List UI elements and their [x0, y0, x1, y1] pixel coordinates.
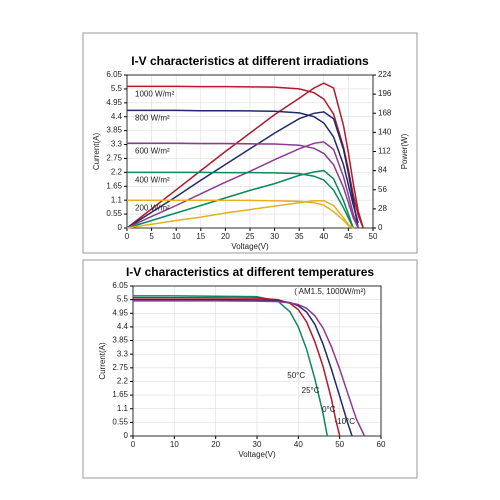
y-tick-label: 2.75 [112, 363, 128, 372]
y-tick-label: 3.3 [117, 349, 129, 358]
series-label: 25°C [302, 386, 320, 395]
x-tick-label: 30 [270, 232, 279, 241]
y2-tick-label: 168 [378, 108, 392, 117]
x-tick-label: 0 [125, 232, 130, 241]
y2-tick-label: 56 [378, 185, 387, 194]
x-axis-label: Voltage(V) [231, 242, 269, 251]
series-line [126, 82, 364, 229]
y2-axis-label: Power(W) [400, 133, 409, 169]
x-tick-label: 50 [335, 440, 344, 449]
series-line [127, 85, 364, 229]
x-tick-label: 40 [294, 440, 303, 449]
x-tick-label: 5 [149, 232, 154, 241]
y-tick-label: 3.3 [111, 140, 123, 149]
x-tick-label: 45 [344, 232, 353, 241]
series-line [127, 109, 359, 224]
y2-tick-label: 112 [378, 147, 391, 156]
y-tick-label: 3.85 [112, 336, 128, 345]
y2-tick-label: 28 [378, 204, 387, 213]
series-label: 800 W/m² [135, 114, 170, 123]
y-tick-label: 1.65 [112, 390, 128, 399]
x-tick-label: 35 [295, 232, 304, 241]
series-line [133, 296, 341, 437]
x-tick-label: 15 [196, 232, 205, 241]
x-axis-label: Voltage(V) [238, 450, 276, 459]
series-line [127, 171, 354, 229]
y2-tick-label: 84 [378, 166, 387, 175]
series-line [133, 295, 329, 437]
x-tick-label: 50 [369, 232, 378, 241]
y2-tick-label: 140 [378, 127, 392, 136]
y-tick-label: 4.95 [112, 308, 128, 317]
x-tick-label: 10 [170, 440, 179, 449]
y-tick-label: 4.4 [117, 322, 129, 331]
chart-subtitle: ( AM1.5, 1000W/m²) [294, 287, 366, 296]
series-label: 0°C [322, 405, 336, 414]
series-label: 200 W/m² [135, 203, 170, 212]
y-tick-label: 0 [124, 431, 129, 440]
y-tick-label: 4.95 [106, 98, 122, 107]
y-tick-label: 2.75 [106, 154, 122, 163]
y-tick-label: 4.4 [111, 112, 123, 121]
chart-title: I-V characteristics at different tempera… [126, 265, 374, 279]
plot-frame [132, 285, 382, 437]
x-tick-label: 40 [319, 232, 328, 241]
y2-tick-label: 196 [378, 89, 392, 98]
chart-title: I-V characteristics at different irradia… [131, 54, 369, 68]
series-line [127, 142, 359, 229]
y-tick-label: 6.05 [106, 70, 122, 79]
y-tick-label: 1.65 [106, 181, 122, 190]
y-tick-label: 0 [118, 223, 123, 232]
y-axis-label: Current(A) [98, 342, 107, 380]
series-label: 1000 W/m² [135, 89, 174, 98]
series-line [127, 199, 354, 229]
series-line [126, 111, 359, 229]
y-axis-label: Current(A) [92, 132, 101, 170]
plot-frame [126, 74, 374, 229]
x-tick-label: 0 [131, 440, 136, 449]
x-tick-label: 30 [253, 440, 262, 449]
series-line [126, 199, 354, 229]
y-tick-label: 1.1 [111, 195, 123, 204]
series-label: 50°C [287, 371, 305, 380]
y-tick-label: 0.55 [112, 417, 128, 426]
series-line [126, 141, 359, 229]
y-tick-label: 2.2 [117, 377, 129, 386]
x-tick-label: 25 [246, 232, 255, 241]
series-line [126, 169, 355, 229]
y2-tick-label: 224 [378, 70, 392, 79]
y-tick-label: 5.5 [111, 84, 123, 93]
y-tick-label: 3.85 [106, 126, 122, 135]
y-tick-label: 5.5 [117, 295, 129, 304]
y-tick-label: 6.05 [112, 281, 128, 290]
series-label: 400 W/m² [135, 175, 170, 184]
series-label: -10°C [334, 417, 355, 426]
y-tick-label: 0.55 [106, 209, 122, 218]
x-tick-label: 10 [172, 232, 181, 241]
y-tick-label: 2.2 [111, 167, 123, 176]
y2-tick-label: 0 [378, 223, 383, 232]
panel-frame [82, 32, 418, 254]
x-tick-label: 20 [211, 440, 220, 449]
y-tick-label: 1.1 [117, 404, 129, 413]
series-line [133, 300, 366, 437]
x-tick-label: 20 [221, 232, 230, 241]
series-label: 600 W/m² [135, 146, 170, 155]
series-line [133, 298, 353, 437]
panel-frame [82, 259, 418, 479]
x-tick-label: 60 [377, 440, 386, 449]
